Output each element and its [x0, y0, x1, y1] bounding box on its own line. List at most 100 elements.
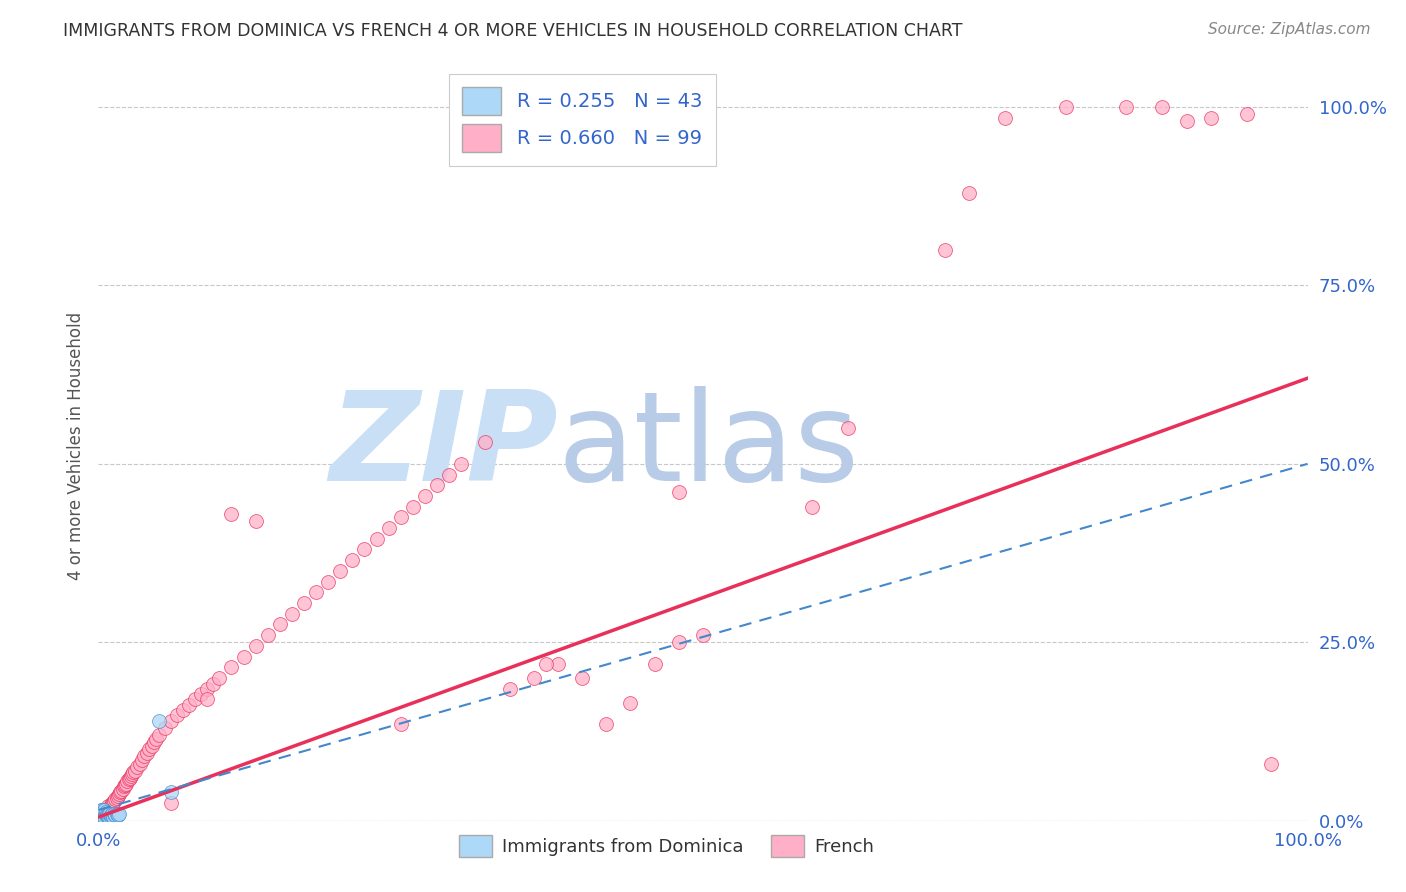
Point	[101, 796, 124, 810]
Point	[202, 676, 225, 690]
Point	[93, 806, 115, 821]
Point	[153, 721, 176, 735]
Point	[91, 805, 114, 819]
Point	[143, 735, 166, 749]
Point	[160, 796, 183, 810]
Point	[1115, 100, 1137, 114]
Point	[96, 808, 118, 822]
Point	[269, 617, 291, 632]
Point	[389, 717, 412, 731]
Point	[1175, 114, 1198, 128]
Point	[292, 596, 315, 610]
Point	[103, 794, 125, 808]
Point	[148, 714, 170, 728]
Point	[141, 739, 163, 753]
Point	[437, 467, 460, 482]
Point	[91, 803, 114, 817]
Point	[800, 500, 823, 514]
Point	[172, 703, 194, 717]
Point	[208, 671, 231, 685]
Point	[91, 810, 114, 824]
Point	[120, 769, 142, 783]
Point	[108, 787, 131, 801]
Point	[100, 808, 122, 822]
Point	[91, 805, 114, 819]
Point	[91, 805, 114, 819]
Point	[134, 749, 156, 764]
Point	[619, 696, 641, 710]
Point	[94, 803, 117, 817]
Point	[93, 810, 115, 824]
Point	[111, 781, 134, 796]
Point	[100, 797, 122, 812]
Point	[91, 812, 114, 826]
Point	[595, 717, 617, 731]
Point	[98, 810, 121, 824]
Point	[112, 780, 135, 794]
Point	[100, 806, 122, 821]
Point	[105, 806, 128, 821]
Point	[232, 649, 254, 664]
Point	[89, 808, 111, 822]
Point	[366, 532, 388, 546]
Point	[245, 639, 267, 653]
Point	[124, 764, 146, 778]
Point	[90, 812, 112, 826]
Point	[127, 760, 149, 774]
Point	[101, 810, 124, 824]
Point	[94, 805, 117, 819]
Point	[90, 803, 112, 817]
Point	[353, 542, 375, 557]
Point	[138, 742, 160, 756]
Point	[837, 421, 859, 435]
Point	[90, 806, 112, 821]
Point	[957, 186, 980, 200]
Point	[107, 808, 129, 822]
Point	[160, 714, 183, 728]
Point	[97, 810, 120, 824]
Point	[402, 500, 425, 514]
Point	[377, 521, 399, 535]
Point	[190, 687, 212, 701]
Point	[103, 806, 125, 821]
Point	[547, 657, 569, 671]
Point	[105, 790, 128, 805]
Point	[145, 731, 167, 746]
Point	[692, 628, 714, 642]
Point	[93, 803, 115, 817]
Point	[89, 810, 111, 824]
Point	[97, 799, 120, 814]
Point	[934, 243, 956, 257]
Point	[571, 671, 593, 685]
Point	[121, 767, 143, 781]
Point	[114, 778, 136, 792]
Point	[91, 808, 114, 822]
Text: IMMIGRANTS FROM DOMINICA VS FRENCH 4 OR MORE VEHICLES IN HOUSEHOLD CORRELATION C: IMMIGRANTS FROM DOMINICA VS FRENCH 4 OR …	[63, 22, 963, 40]
Point	[98, 806, 121, 821]
Point	[91, 808, 114, 822]
Point	[256, 628, 278, 642]
Point	[90, 808, 112, 822]
Point	[89, 810, 111, 824]
Y-axis label: 4 or more Vehicles in Household: 4 or more Vehicles in Household	[66, 312, 84, 580]
Point	[184, 692, 207, 706]
Point	[160, 785, 183, 799]
Point	[166, 708, 188, 723]
Point	[1260, 756, 1282, 771]
Point	[107, 789, 129, 803]
Point	[195, 692, 218, 706]
Point	[94, 808, 117, 822]
Point	[389, 510, 412, 524]
Point	[91, 806, 114, 821]
Point	[1236, 107, 1258, 121]
Point	[148, 728, 170, 742]
Point	[221, 507, 243, 521]
Point	[91, 810, 114, 824]
Point	[523, 671, 546, 685]
Point	[413, 489, 436, 503]
Point	[994, 111, 1017, 125]
Point	[93, 806, 115, 821]
Point	[281, 607, 304, 621]
Point	[104, 808, 127, 822]
Point	[118, 772, 141, 787]
